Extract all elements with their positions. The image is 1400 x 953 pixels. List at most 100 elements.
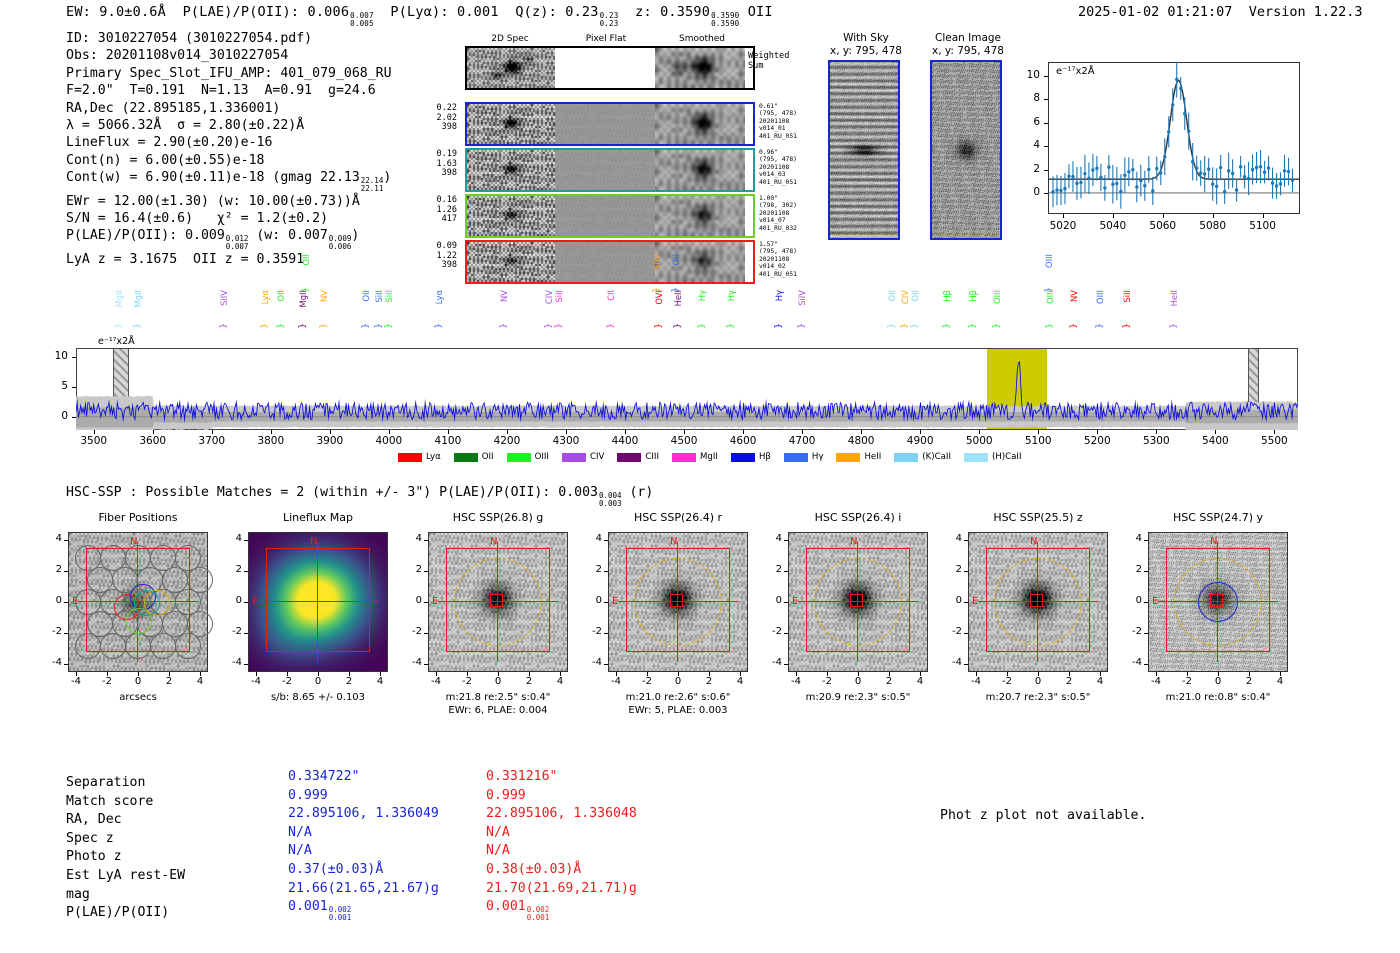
fiber-meta-line: 0.96" — [759, 149, 778, 156]
spectrum-ytick — [72, 416, 76, 418]
fiber-left-stats: 0.22 2.02 398 — [415, 103, 457, 133]
fiber-stat: 398 — [441, 122, 457, 133]
cutout-xtick-label: 2 — [345, 676, 353, 687]
legend-label: CIII — [645, 452, 659, 462]
panel-pixels-3 — [609, 533, 747, 671]
legend-label: OIII — [534, 452, 549, 462]
cutout-caption-1: s/b: 8.65 +/- 0.103 — [270, 692, 366, 703]
fiber-meta-line: 1.57" — [759, 241, 778, 248]
legend-item: OIII — [506, 452, 549, 462]
weighted-sum-smoothed-image — [655, 48, 745, 88]
inset-xtick-label: 5040 — [1099, 220, 1127, 232]
spec2d-panel: 2D Spec Pixel Flat Smoothed 0.22 2.02 398 0… — [437, 34, 797, 284]
inset-xtick-label: 5020 — [1049, 220, 1077, 232]
spectrum-xtick-label: 4500 — [670, 435, 698, 447]
spectrum-xtick-label: 5000 — [965, 435, 993, 447]
cutout-ytick-label: 4 — [955, 533, 962, 544]
fiber-meta-line: 401_RU_051 — [759, 132, 797, 140]
fiber-row-1 — [465, 102, 755, 146]
cutout-ytick-label: 2 — [1135, 564, 1142, 575]
emission-line-label: SiII — [374, 290, 385, 303]
legend-label: Hγ — [811, 452, 824, 462]
spectrum-xtick — [1156, 430, 1158, 434]
panel-image-6 — [1148, 532, 1288, 672]
inset-xtick — [1162, 214, 1164, 218]
emission-line-label: OII — [910, 290, 921, 302]
cutout-ytick — [244, 664, 248, 665]
cutout-xtick — [318, 672, 319, 676]
cutout-xtick-label: -4 — [1151, 676, 1161, 687]
panel-image-0 — [68, 532, 208, 672]
cutout-xtick-label: -4 — [71, 676, 81, 687]
cutout-ytick-label: -4 — [952, 657, 962, 668]
match-row-label: RA, Dec — [66, 812, 122, 828]
compass-east: E — [72, 596, 79, 607]
cutout-caption-1: m:21.0 re:0.8" s:0.4" — [1165, 692, 1271, 703]
header-qz: Q(z): 0.23 — [515, 4, 599, 20]
spectrum-xtick — [93, 430, 95, 434]
fiber-2dspec-image — [467, 104, 555, 144]
header-summary: EW: 9.0±0.6Å P(LAE)/P(OII): 0.006 0.007 0.… — [66, 4, 773, 27]
cutout-xtick — [1007, 672, 1008, 676]
inset-ytick — [1044, 146, 1048, 148]
compass-north: N — [670, 536, 678, 547]
emission-line-label: OIII — [1095, 290, 1106, 305]
inset-ytick-label: 8 — [1033, 92, 1040, 105]
source-info-block: ID: 3010227054 (3010227054.pdf) Obs: 202… — [66, 30, 392, 268]
emission-line-brace: } — [318, 323, 329, 329]
compass-north: N — [850, 536, 858, 547]
panel-image-4 — [788, 532, 928, 672]
legend-label: (K)CaII — [922, 452, 951, 462]
info-cont-n: Cont(n) = 6.00(±0.55)e-18 — [66, 152, 265, 168]
col-title-smoothed: Smoothed — [679, 34, 725, 44]
legend-item: OII — [453, 452, 494, 462]
fiber-stat: 0.09 — [436, 241, 457, 251]
cutout-ytick — [604, 633, 608, 634]
emission-line-brace: } — [910, 323, 921, 329]
compass-east: E — [612, 596, 619, 607]
spectrum-xtick-label: 4900 — [906, 435, 934, 447]
spectrum-xtick — [1215, 430, 1217, 434]
legend-swatch — [783, 452, 808, 462]
info-radec: RA,Dec (22.895185,1.336001) — [66, 100, 281, 116]
spectrum-xtick — [1038, 430, 1040, 434]
spectrum-xtick — [979, 430, 981, 434]
cutout-ytick-label: 4 — [55, 533, 62, 544]
panel-image-3 — [608, 532, 748, 672]
fiber-2dspec-image — [467, 150, 555, 190]
cutout-ytick-label: 2 — [235, 564, 242, 575]
cutout-xtick-label: -2 — [1182, 676, 1192, 687]
emission-line-label: HeII — [1169, 290, 1180, 307]
fiber-row-4 — [465, 240, 755, 284]
spectrum-xtick-label: 5500 — [1261, 435, 1288, 447]
compass-east: E — [972, 596, 979, 607]
info-plae-w-bounds: 0.009 0.006 — [328, 234, 352, 251]
cutout-ytick — [964, 540, 968, 541]
info-id: ID: 3010227054 (3010227054.pdf) — [66, 31, 313, 46]
cutout-caption-1: m:21.0 re:2.6" s:0.6" — [625, 692, 731, 703]
inset-ytick-label: 0 — [1033, 185, 1040, 198]
hsc-matches-header: HSC-SSP : Possible Matches = 2 (within +… — [66, 485, 654, 508]
inset-ytick-label: 2 — [1033, 162, 1040, 175]
cutout-xtick-label: 0 — [674, 676, 682, 687]
cutout-caption-1: m:20.9 re:2.3" s:0.5" — [805, 692, 911, 703]
match1-value: 0.999 — [288, 787, 328, 803]
cutout-ytick-label: -4 — [412, 657, 422, 668]
emission-line-label: HeII — [673, 290, 684, 307]
emission-line-brace: } — [1095, 323, 1106, 329]
emission-line-brace: } — [297, 323, 308, 329]
emission-line-label: OII — [301, 254, 312, 266]
cutout-xtick-label: 4 — [1276, 676, 1284, 687]
cutout-ytick-label: 4 — [595, 533, 602, 544]
fiber-pixelflat-image — [555, 242, 655, 282]
fiber-meta-line: (795, 478) — [759, 110, 797, 118]
fiber-smoothed-image — [655, 242, 745, 282]
fiber-pixelflat-image — [555, 196, 655, 236]
cutout-ytick-label: -4 — [592, 657, 602, 668]
compass-north: N — [1030, 536, 1038, 547]
fiber-pixelflat-image — [555, 104, 655, 144]
col-title-2dspec: 2D Spec — [491, 34, 529, 44]
match2-value: N/A — [486, 843, 510, 859]
header-plae-bounds: 0.007 0.005 — [350, 11, 374, 28]
match2-value: 0.38(±0.03)Å — [486, 862, 582, 877]
